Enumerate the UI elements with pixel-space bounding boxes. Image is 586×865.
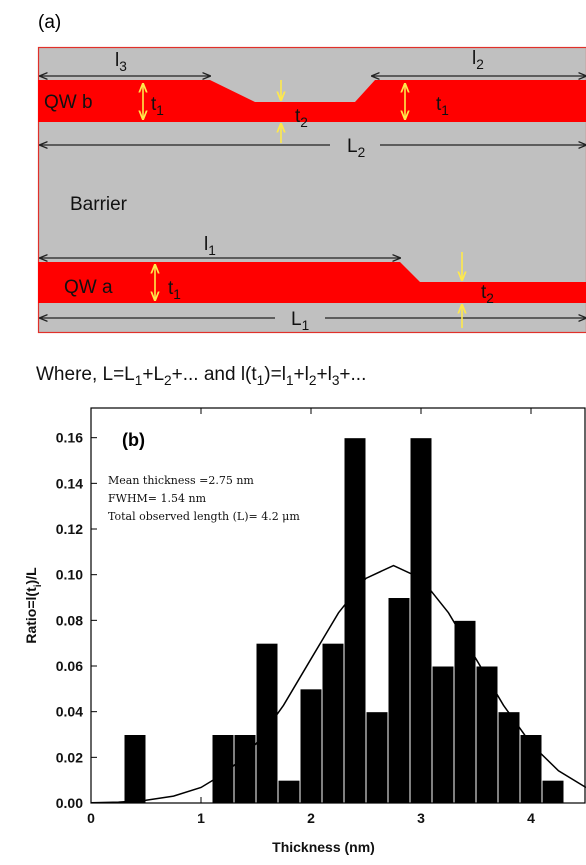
bar bbox=[475, 665, 499, 804]
label-text: Barrier bbox=[70, 194, 128, 215]
x-tick-label: 0 bbox=[87, 810, 95, 826]
label-text: l bbox=[204, 234, 208, 255]
bar bbox=[343, 437, 367, 804]
bar bbox=[321, 642, 345, 804]
diagram-label: l2 bbox=[472, 48, 484, 72]
bar bbox=[497, 711, 521, 804]
label-subscript: 3 bbox=[119, 59, 127, 74]
label-subscript: i bbox=[33, 584, 44, 587]
label-text: +l bbox=[316, 364, 331, 385]
bar bbox=[365, 711, 389, 804]
diagram-label: t1 bbox=[436, 94, 449, 118]
diagram-label: t1 bbox=[151, 94, 164, 118]
label-text: t bbox=[481, 282, 487, 303]
label-subscript: 2 bbox=[300, 115, 308, 130]
label-subscript: 2 bbox=[164, 373, 172, 388]
label-text: l bbox=[472, 48, 476, 69]
label-text: L bbox=[347, 136, 358, 157]
label-subscript: 2 bbox=[476, 57, 484, 72]
label-subscript: 1 bbox=[173, 287, 181, 302]
x-tick-label: 1 bbox=[197, 810, 205, 826]
label-text: +l bbox=[294, 364, 309, 385]
y-tick-label: 0.02 bbox=[56, 749, 83, 765]
label-subscript: 2 bbox=[309, 373, 317, 388]
bar bbox=[277, 779, 301, 804]
label-text: +L bbox=[142, 364, 164, 385]
x-tick-label: 4 bbox=[527, 810, 535, 826]
fit-curve bbox=[90, 564, 586, 804]
bar bbox=[123, 734, 147, 804]
annotation: Total observed length (L)= 4.2 μm bbox=[108, 510, 300, 523]
bar bbox=[233, 734, 257, 804]
label-subscript: 1 bbox=[135, 373, 143, 388]
panel-b: 0 1 2 3 4 0.00 0.02 0.04 0.06 0.08 0.10 0.12 0.14 0.1… bbox=[23, 407, 586, 855]
label-text: Where, L=L bbox=[36, 364, 135, 385]
label-subscript: 1 bbox=[208, 243, 216, 258]
diagram-label: QW b bbox=[44, 92, 93, 113]
y-tick-label: 0.16 bbox=[56, 430, 83, 446]
bar bbox=[299, 688, 323, 804]
bar bbox=[255, 642, 279, 804]
x-axis-label: Thickness (nm) bbox=[272, 839, 375, 855]
bar bbox=[409, 437, 433, 804]
diagram-label: Barrier bbox=[70, 194, 128, 215]
label-text: t bbox=[295, 106, 301, 127]
diagram-label: t2 bbox=[481, 282, 494, 306]
x-tick-label: 2 bbox=[307, 810, 315, 826]
label-subscript: 3 bbox=[332, 373, 340, 388]
label-text: l bbox=[115, 50, 119, 71]
y-tick-label: 0.14 bbox=[56, 475, 83, 491]
y-tick-label: 0.08 bbox=[56, 612, 83, 628]
quantum-well-a bbox=[38, 262, 586, 303]
diagram-label: t2 bbox=[295, 106, 308, 130]
bar bbox=[541, 779, 565, 804]
label-subscript: 1 bbox=[286, 373, 294, 388]
bar bbox=[453, 619, 477, 804]
label-text: +... bbox=[339, 364, 366, 385]
diagram-label: L2 bbox=[347, 136, 365, 160]
label-text: QW a bbox=[64, 277, 113, 298]
label-subscript: 1 bbox=[441, 103, 449, 118]
quantum-well-b bbox=[38, 80, 586, 122]
bar bbox=[431, 665, 455, 804]
label-text: +... and l(t bbox=[172, 364, 258, 385]
label-subscript: 2 bbox=[358, 145, 366, 160]
label-text: )=l bbox=[264, 364, 286, 385]
label-text: t bbox=[436, 94, 442, 115]
diagram-label: L1 bbox=[291, 309, 309, 333]
label-text: L bbox=[291, 309, 302, 330]
diagram-label: l3 bbox=[115, 50, 127, 74]
y-tick-label: 0.04 bbox=[56, 704, 83, 720]
label-text: t bbox=[168, 278, 174, 299]
label-text: )/L bbox=[23, 567, 39, 585]
y-tick-label: 0.12 bbox=[56, 521, 83, 537]
label-text: Ratio=l(t bbox=[23, 587, 39, 644]
diagram-label: l1 bbox=[204, 234, 216, 258]
y-tick-label: 0.00 bbox=[56, 795, 83, 811]
y-tick-label: 0.10 bbox=[56, 567, 83, 583]
label-subscript: 2 bbox=[486, 291, 494, 306]
x-tick-label: 3 bbox=[417, 810, 425, 826]
annotation: FWHM= 1.54 nm bbox=[108, 492, 207, 505]
label-text: t bbox=[151, 94, 157, 115]
panel-tag: (b) bbox=[122, 430, 145, 450]
label-subscript: 1 bbox=[302, 318, 310, 333]
diagram-label: QW a bbox=[64, 277, 113, 298]
diagram-label: t1 bbox=[168, 278, 181, 302]
panel-tag: (a) bbox=[38, 12, 61, 33]
plot-frame bbox=[90, 407, 586, 804]
annotation: Mean thickness =2.75 nm bbox=[108, 474, 254, 487]
y-axis-label: Ratio=l(ti)/L bbox=[23, 567, 44, 644]
formula: Where, L=L1+L2+... and l(t1)=l1+l2+l3+..… bbox=[36, 364, 366, 388]
label-subscript: 1 bbox=[257, 373, 265, 388]
y-tick-label: 0.06 bbox=[56, 658, 83, 674]
label-text: QW b bbox=[44, 92, 93, 113]
bar bbox=[387, 597, 411, 804]
label-subscript: 1 bbox=[156, 103, 164, 118]
